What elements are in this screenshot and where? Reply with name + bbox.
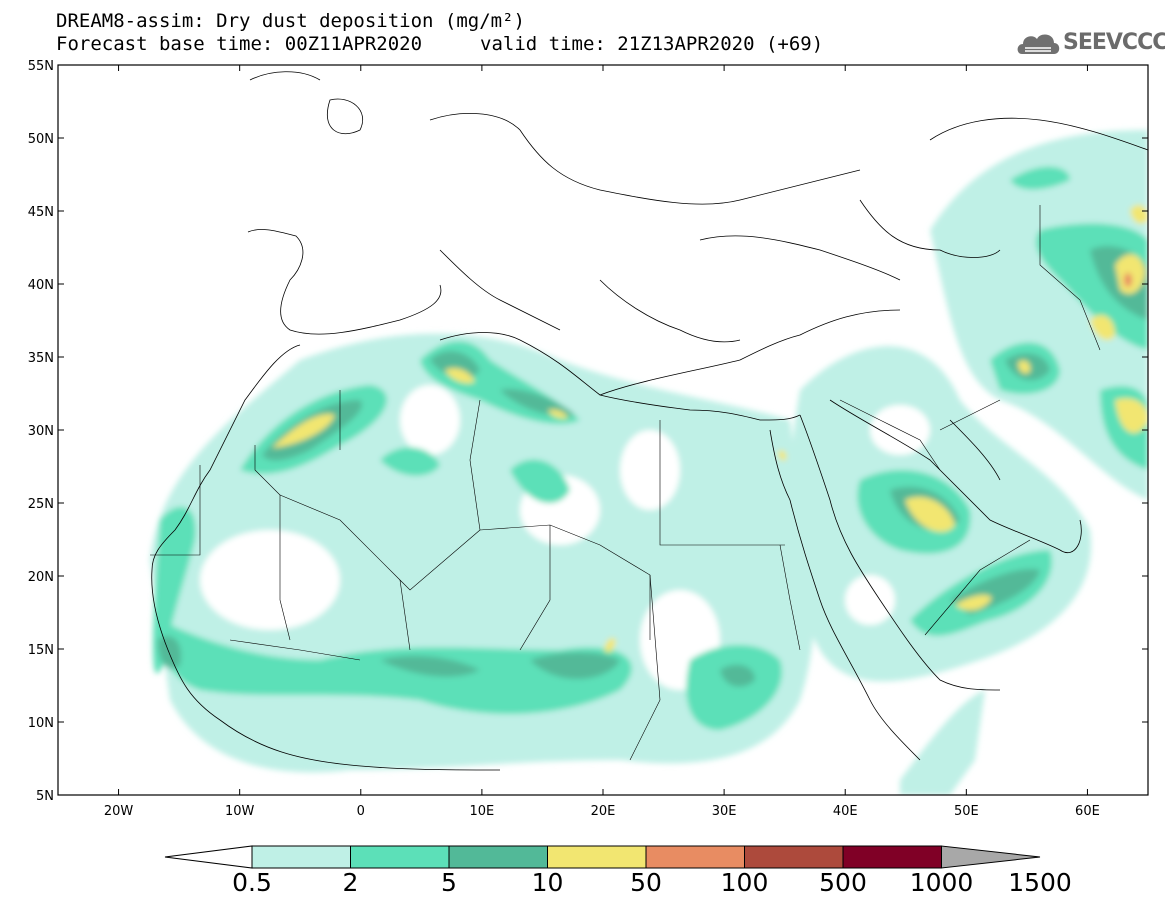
contour-central-asia-light (930, 130, 1148, 500)
contour-chad-10 (604, 638, 616, 653)
lon-label: 60E (1075, 804, 1100, 819)
map-title: DREAM8-assim: Dry dust deposition (mg/m²… (56, 10, 525, 32)
colorbar-segment (744, 845, 844, 869)
lon-label: 20E (591, 804, 616, 819)
contour-darfur-5 (720, 664, 755, 687)
colorbar-over-triangle (941, 845, 1041, 869)
lat-label: 55N (28, 59, 54, 74)
colorbar-segment (448, 845, 548, 869)
colorbar-under-triangle (164, 845, 253, 869)
colorbar-segment (645, 845, 745, 869)
contour-pakistan-10 (1115, 398, 1148, 434)
lon-label: 10E (470, 804, 495, 819)
colorbar-label: 1500 (1008, 868, 1072, 897)
contour-sinai-10 (778, 450, 787, 461)
contour-westcoast-5 (158, 636, 181, 669)
contour-uzbek-50 (1124, 273, 1132, 287)
logo-text: SEEVCCC (1063, 30, 1165, 55)
contour-iran-10 (1018, 360, 1031, 374)
contour-saudi-10 (905, 496, 955, 532)
forecast-base-time: Forecast base time: 00Z11APR2020 (56, 33, 423, 55)
lat-label: 40N (28, 278, 54, 293)
coastlines (151, 71, 1148, 771)
colorbar-segment (547, 845, 647, 869)
contour-tunisia-5 (430, 351, 480, 379)
country-borders (150, 205, 1101, 761)
longitude-labels: 20W 10W 0 10E 20E 30E 40E 50E 60E (104, 65, 1100, 819)
latitude-labels: 55N 50N 45N 40N 35N 30N 25N 20N 15N 10N 5N (28, 59, 1148, 804)
lat-label: 35N (28, 351, 54, 366)
colorbar-label: 2 (342, 868, 359, 897)
colorbar-segment (350, 845, 450, 869)
colorbar-label: 100 (720, 868, 769, 897)
contour-horn-light (900, 690, 985, 795)
colorbar-segment (842, 845, 942, 869)
lat-label: 45N (28, 205, 54, 220)
contour-kazakh-10 (1130, 204, 1148, 224)
lat-label: 25N (28, 497, 54, 512)
contour-libya-2 (380, 447, 440, 476)
contour-libya-10 (548, 409, 568, 419)
valid-time: valid time: 21Z13APR2020 (+69) (480, 33, 824, 55)
contour-oman-10 (955, 594, 992, 611)
colorbar-label: 500 (819, 868, 867, 897)
contour-atlas-10 (272, 414, 335, 448)
lon-label: 40E (833, 804, 858, 819)
lat-label: 30N (28, 424, 54, 439)
contour-tunisia-10 (445, 368, 475, 384)
colorbar-label: 1000 (909, 868, 974, 897)
contour-sahel-5 (380, 655, 480, 677)
contour-sahel-2 (159, 620, 632, 714)
contour-kazakh-2 (1010, 166, 1070, 190)
lon-label: 20W (104, 804, 134, 819)
contour-libya-5 (500, 389, 575, 417)
lat-label: 50N (28, 132, 54, 147)
lat-label: 20N (28, 570, 54, 585)
lat-label: 5N (36, 789, 54, 804)
contour-chad-2 (510, 459, 570, 504)
lon-label: 0 (357, 804, 365, 819)
lon-label: 50E (954, 804, 979, 819)
cloud-logo-icon (1017, 34, 1060, 54)
contour-chadsudan-5 (530, 652, 620, 679)
colorbar-label: 50 (630, 868, 662, 897)
colorbar-label: 10 (531, 868, 564, 897)
colorbar-label: 0.5 (232, 868, 272, 897)
dust-contours (150, 130, 1148, 795)
contour-afghan-10 (1090, 315, 1115, 340)
contour-sudan-2 (686, 645, 782, 730)
lat-label: 10N (28, 716, 54, 731)
colorbar-label: 5 (441, 868, 457, 897)
lon-label: 10W (225, 804, 255, 819)
colorbar (164, 845, 1041, 869)
colorbar-segment (251, 845, 351, 869)
lon-label: 30E (712, 804, 737, 819)
lat-label: 15N (28, 643, 54, 658)
